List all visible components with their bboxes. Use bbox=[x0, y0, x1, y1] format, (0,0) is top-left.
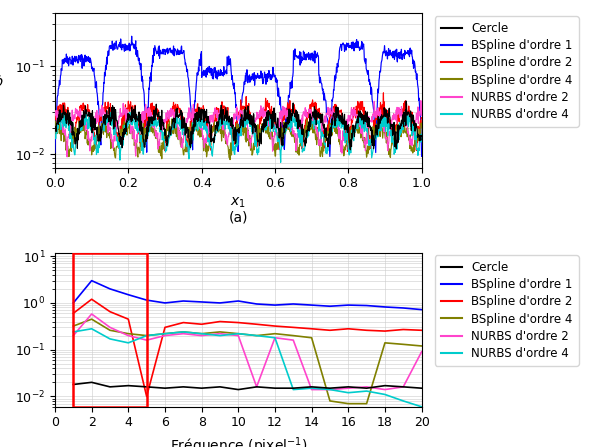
Text: (a): (a) bbox=[229, 211, 248, 225]
Y-axis label: $\phi$: $\phi$ bbox=[0, 72, 4, 91]
Legend: Cercle, BSpline d'ordre 1, BSpline d'ordre 2, BSpline d'ordre 4, NURBS d'ordre 2: Cercle, BSpline d'ordre 1, BSpline d'ord… bbox=[435, 255, 579, 366]
X-axis label: Fréquence (pixel$^{-1}$): Fréquence (pixel$^{-1}$) bbox=[170, 435, 307, 447]
Bar bbox=[73, 253, 147, 407]
Legend: Cercle, BSpline d'ordre 1, BSpline d'ordre 2, BSpline d'ordre 4, NURBS d'ordre 2: Cercle, BSpline d'ordre 1, BSpline d'ord… bbox=[435, 16, 579, 127]
X-axis label: $x_1$: $x_1$ bbox=[230, 196, 246, 211]
